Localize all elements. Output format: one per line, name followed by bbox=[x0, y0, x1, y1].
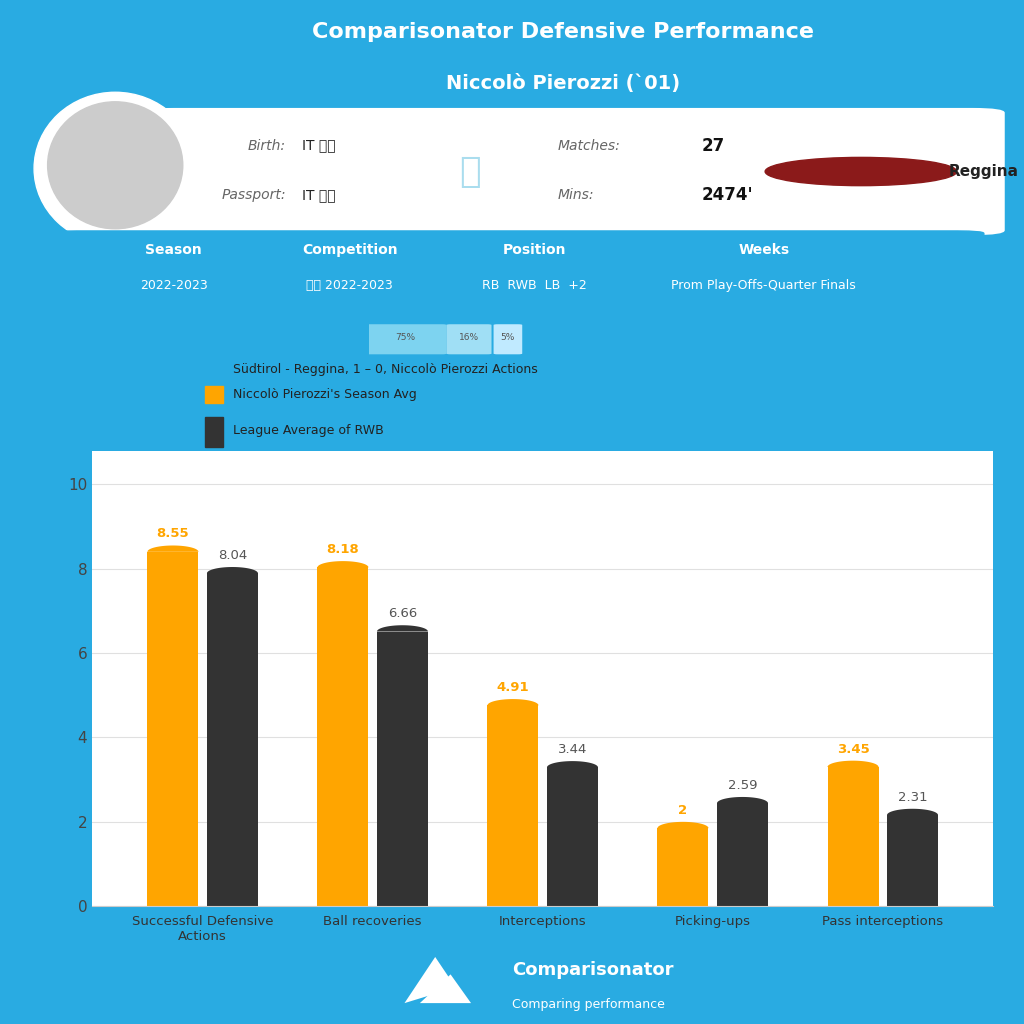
Text: 3.44: 3.44 bbox=[558, 743, 587, 756]
Text: Comparisonator Defensive Performance: Comparisonator Defensive Performance bbox=[312, 23, 814, 42]
Bar bbox=[205, 361, 223, 378]
Text: Reggina: Reggina bbox=[949, 164, 1019, 179]
Text: 8.55: 8.55 bbox=[157, 527, 189, 541]
Text: Niccolò Pierozzi's Season Avg: Niccolò Pierozzi's Season Avg bbox=[232, 388, 417, 401]
FancyBboxPatch shape bbox=[142, 108, 1005, 236]
Text: 2.31: 2.31 bbox=[898, 791, 928, 804]
Polygon shape bbox=[487, 699, 539, 706]
Text: 3.45: 3.45 bbox=[837, 742, 869, 756]
Text: League Average of RWB: League Average of RWB bbox=[232, 424, 383, 437]
Bar bbox=[377, 632, 428, 906]
Text: 4.91: 4.91 bbox=[497, 681, 529, 694]
Text: Position: Position bbox=[503, 244, 566, 257]
Text: 2.59: 2.59 bbox=[728, 779, 757, 792]
Polygon shape bbox=[377, 626, 428, 632]
Bar bbox=[887, 815, 938, 906]
Text: RB  RWB  LB  +2: RB RWB LB +2 bbox=[482, 279, 587, 292]
Bar bbox=[657, 828, 709, 906]
Bar bbox=[827, 767, 879, 906]
Text: 6.66: 6.66 bbox=[388, 607, 417, 621]
Text: 16%: 16% bbox=[459, 333, 479, 342]
Text: Birth:: Birth: bbox=[248, 138, 286, 153]
Text: Südtirol - Reggina, 1 – 0, Niccolò Pierozzi Actions: Südtirol - Reggina, 1 – 0, Niccolò Piero… bbox=[232, 364, 538, 377]
Polygon shape bbox=[147, 546, 199, 552]
Bar bbox=[147, 552, 199, 906]
Bar bbox=[717, 803, 768, 906]
Polygon shape bbox=[207, 567, 258, 573]
Bar bbox=[207, 573, 258, 906]
Bar bbox=[317, 567, 369, 906]
Polygon shape bbox=[717, 797, 768, 803]
Text: Matches:: Matches: bbox=[557, 138, 621, 153]
Text: 8.18: 8.18 bbox=[327, 543, 359, 556]
Text: 75%: 75% bbox=[395, 333, 416, 342]
Text: 27: 27 bbox=[701, 136, 725, 155]
Polygon shape bbox=[827, 761, 879, 767]
Bar bbox=[487, 706, 539, 906]
Text: Weeks: Weeks bbox=[738, 244, 790, 257]
Text: 👣: 👣 bbox=[459, 155, 480, 188]
Circle shape bbox=[765, 158, 956, 185]
Text: 2: 2 bbox=[679, 804, 687, 817]
Polygon shape bbox=[404, 957, 456, 1004]
FancyBboxPatch shape bbox=[365, 325, 446, 354]
Text: Mins:: Mins: bbox=[557, 188, 594, 202]
FancyBboxPatch shape bbox=[446, 325, 492, 354]
Text: 8.04: 8.04 bbox=[218, 549, 247, 562]
Text: Season: Season bbox=[145, 244, 202, 257]
Text: 2022-2023: 2022-2023 bbox=[140, 279, 208, 292]
Text: IT 🇮🇹: IT 🇮🇹 bbox=[302, 188, 336, 202]
Bar bbox=[205, 386, 223, 403]
Polygon shape bbox=[657, 822, 709, 828]
Text: 🇮🇹 2022-2023: 🇮🇹 2022-2023 bbox=[306, 279, 393, 292]
Text: Passport:: Passport: bbox=[221, 188, 286, 202]
Polygon shape bbox=[547, 761, 598, 767]
Circle shape bbox=[34, 92, 197, 245]
Bar bbox=[547, 767, 598, 906]
Text: Niccolò Pierozzi (`01): Niccolò Pierozzi (`01) bbox=[446, 75, 680, 93]
Text: Competition: Competition bbox=[302, 244, 397, 257]
Polygon shape bbox=[317, 561, 369, 567]
Text: Comparisonator: Comparisonator bbox=[512, 962, 674, 979]
Polygon shape bbox=[887, 809, 938, 815]
Text: 2474': 2474' bbox=[701, 186, 753, 204]
Text: Comparing performance: Comparing performance bbox=[512, 998, 665, 1012]
Text: 5%: 5% bbox=[501, 333, 515, 342]
Circle shape bbox=[47, 101, 182, 228]
FancyBboxPatch shape bbox=[50, 231, 984, 319]
Bar bbox=[205, 418, 223, 446]
Polygon shape bbox=[420, 975, 471, 1004]
Text: IT 🇮🇹: IT 🇮🇹 bbox=[302, 138, 336, 153]
FancyBboxPatch shape bbox=[494, 325, 522, 354]
Text: Prom Play-Offs-Quarter Finals: Prom Play-Offs-Quarter Finals bbox=[672, 279, 856, 292]
